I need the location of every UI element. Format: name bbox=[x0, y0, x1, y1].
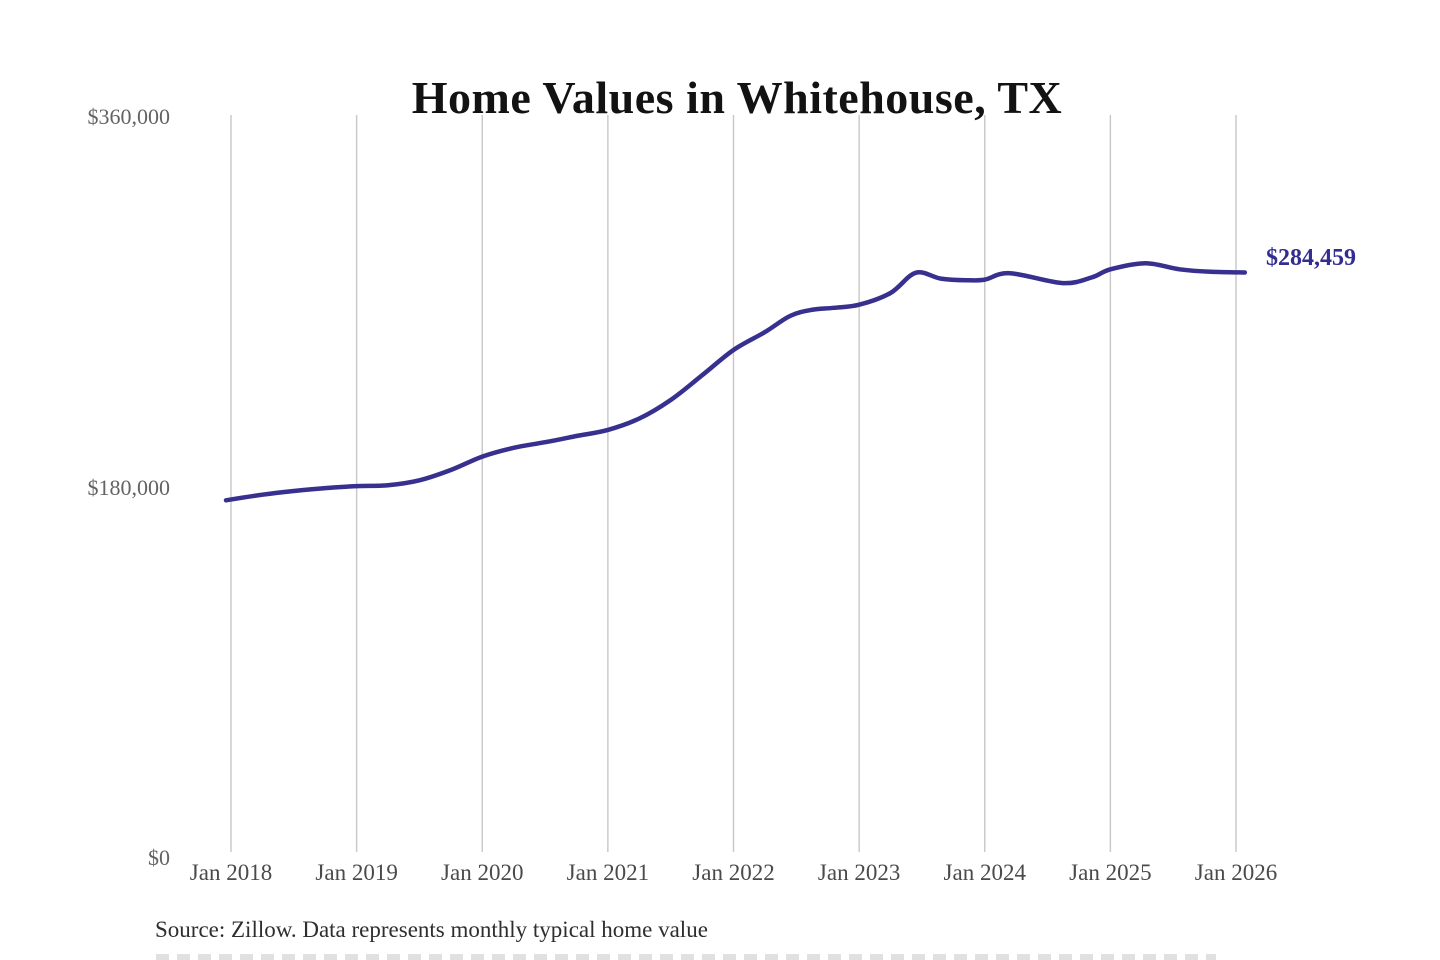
x-tick-label: Jan 2023 bbox=[817, 860, 901, 885]
y-tick-label: $360,000 bbox=[87, 104, 171, 129]
x-tick-label: Jan 2020 bbox=[441, 860, 524, 885]
x-tick-label: Jan 2019 bbox=[315, 860, 398, 885]
gridlines-group bbox=[230, 115, 1237, 852]
x-tick-label: Jan 2026 bbox=[1194, 860, 1278, 885]
x-tick-label: Jan 2021 bbox=[566, 860, 650, 885]
chart-title: Home Values in Whitehouse, TX bbox=[411, 71, 1063, 123]
x-tick-label: Jan 2024 bbox=[943, 860, 1026, 885]
y-tick-label: $180,000 bbox=[87, 474, 171, 500]
x-tick-label: Jan 2018 bbox=[189, 860, 273, 885]
clipped-text-artifact bbox=[156, 954, 1216, 960]
x-tick-label: Jan 2025 bbox=[1069, 860, 1152, 885]
y-tick-label: $0 bbox=[148, 845, 170, 870]
source-note: Source: Zillow. Data represents monthly … bbox=[155, 917, 708, 942]
value-line bbox=[223, 261, 1248, 503]
end-value-label: $284,459 bbox=[1266, 245, 1356, 271]
x-tick-label: Jan 2022 bbox=[692, 860, 775, 885]
